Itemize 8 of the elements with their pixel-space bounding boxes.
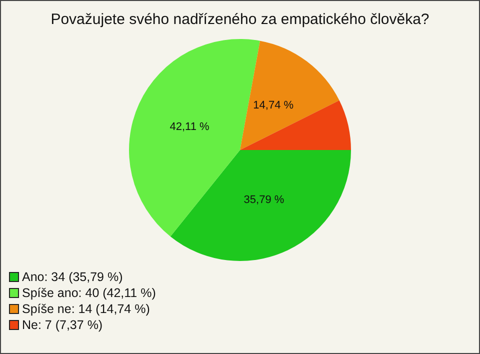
data-label: 14,74 % [253,100,294,112]
legend-label: Ne: 7 (7,37 %) [22,317,103,333]
legend-label: Ano: 34 (35,79 %) [22,269,123,285]
data-label: 35,79 % [244,194,284,206]
chart-title: Považujete svého nadřízeného za empatického člověka? [50,11,430,28]
legend-label: Spíše ne: 14 (14,74 %) [22,301,150,317]
data-label: 42,11 % [170,120,210,133]
legend-label: Spíše ano: 40 (42,11 %) [22,285,156,301]
